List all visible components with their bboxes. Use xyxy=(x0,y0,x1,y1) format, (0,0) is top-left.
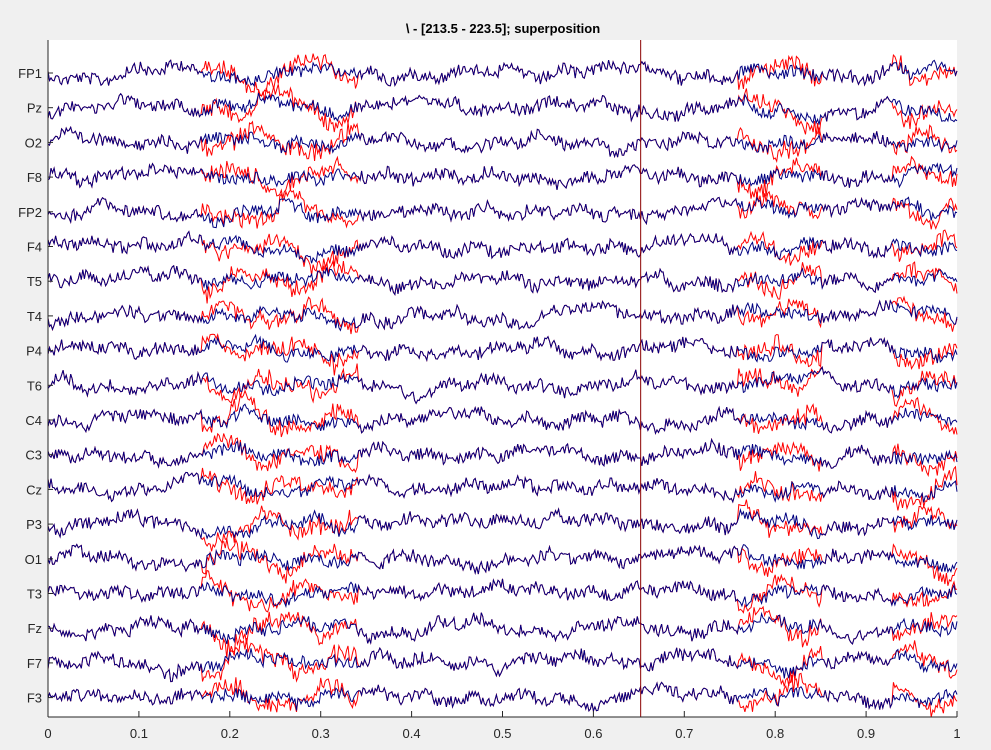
channel-label-t5: T5 xyxy=(27,274,42,289)
trace-c4 xyxy=(47,403,958,435)
x-tick-label: 0.2 xyxy=(221,726,239,741)
channel-label-t6: T6 xyxy=(27,378,42,393)
channel-label-fp1: FP1 xyxy=(18,66,42,81)
trace-f4 xyxy=(47,230,958,264)
x-tick-label: 0.7 xyxy=(675,726,693,741)
trace-fp2 xyxy=(47,196,958,229)
channel-label-f8: F8 xyxy=(27,170,42,185)
channel-label-f3: F3 xyxy=(27,691,42,706)
x-tick-label: 0.9 xyxy=(857,726,875,741)
x-tick-label: 0.6 xyxy=(584,726,602,741)
trace-p4 xyxy=(47,333,958,363)
channel-labels: FP1 Pz O2 F8 FP2 F4 T5 T4 P4 T6 C4 C3 Cz P3 O1 T3 Fz F7 F3 xyxy=(18,66,53,706)
trace-p3 xyxy=(47,507,958,540)
channel-label-o2: O2 xyxy=(25,135,42,150)
trace-fz xyxy=(47,611,958,645)
trace-f7 xyxy=(47,647,958,683)
channel-label-fp2: FP2 xyxy=(18,205,42,220)
channel-label-f4: F4 xyxy=(27,240,42,255)
x-axis-ticks: 0 0.1 0.2 0.3 0.4 0.5 0.6 0.7 0.8 0.9 1 xyxy=(44,711,961,741)
channel-label-t4: T4 xyxy=(27,309,42,324)
channel-label-o1: O1 xyxy=(25,552,42,567)
chart-title: \ - [213.5 - 223.5]; superposition xyxy=(406,21,600,36)
channel-label-cz: Cz xyxy=(26,482,42,497)
trace-f8 xyxy=(47,162,958,190)
trace-t3 xyxy=(47,578,958,609)
trace-fp1 xyxy=(47,59,958,87)
x-tick-label: 0.3 xyxy=(312,726,330,741)
channel-label-fz: Fz xyxy=(28,621,42,636)
trace-cz xyxy=(47,471,958,504)
trace-t6 xyxy=(47,365,958,405)
channel-label-c3: C3 xyxy=(25,448,42,463)
channel-label-p3: P3 xyxy=(26,517,42,532)
eeg-traces xyxy=(47,53,958,718)
channel-label-t3: T3 xyxy=(27,587,42,602)
x-tick-label: 0.5 xyxy=(493,726,511,741)
trace-pz xyxy=(47,92,958,125)
channel-label-p4: P4 xyxy=(26,344,42,359)
trace-f3 xyxy=(47,681,958,713)
x-tick-label: 1 xyxy=(953,726,960,741)
x-tick-label: 0.8 xyxy=(766,726,784,741)
trace-o1 xyxy=(47,543,958,575)
trace-o2 xyxy=(47,125,958,159)
channel-label-c4: C4 xyxy=(25,413,42,428)
x-tick-label: 0.4 xyxy=(403,726,421,741)
trace-t4 xyxy=(47,299,958,332)
trace-t5 xyxy=(47,264,958,296)
x-tick-label: 0.1 xyxy=(130,726,148,741)
channel-label-pz: Pz xyxy=(27,101,42,116)
trace-c3 xyxy=(47,437,958,469)
x-tick-label: 0 xyxy=(44,726,51,741)
channel-label-f7: F7 xyxy=(27,656,42,671)
